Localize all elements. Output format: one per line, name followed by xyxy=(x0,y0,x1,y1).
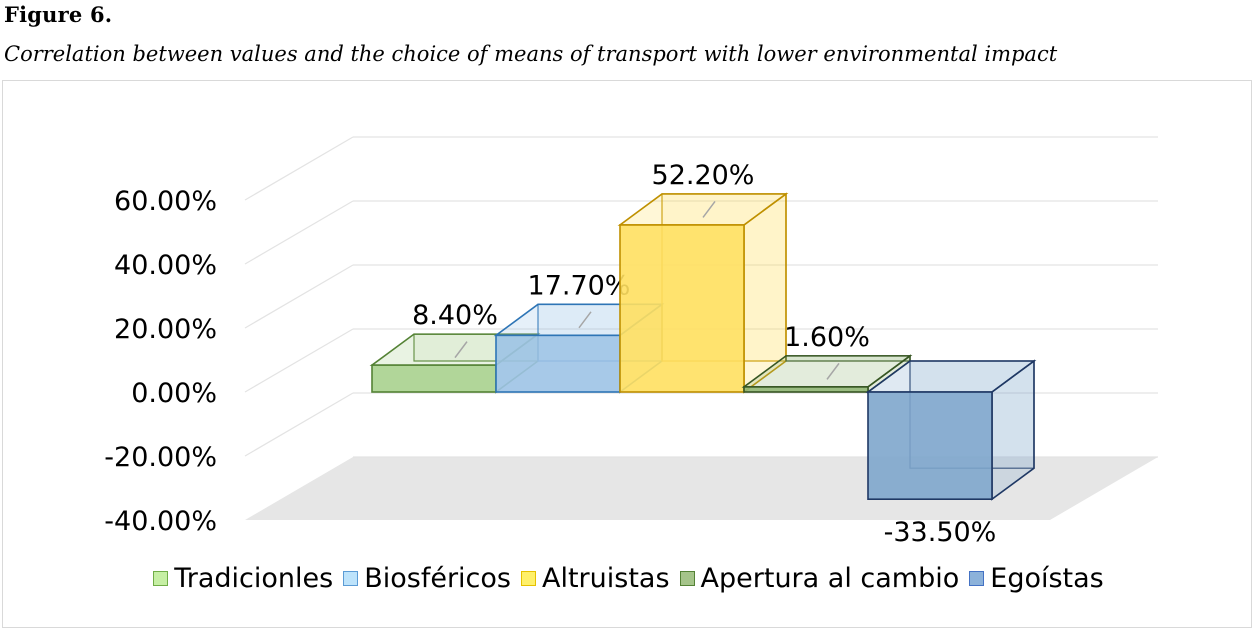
bar xyxy=(865,359,1037,501)
legend-swatch xyxy=(520,571,536,586)
data-label-leader xyxy=(702,201,716,218)
figure-subtitle: Correlation between values and the choic… xyxy=(4,42,1058,66)
legend-swatch xyxy=(153,571,169,586)
gridline-side xyxy=(244,200,354,265)
legend-item: Apertura al cambio xyxy=(679,563,960,594)
bar-front-face xyxy=(495,334,621,393)
bar-front-face xyxy=(619,224,745,393)
y-tick-label: 60.00% xyxy=(114,186,217,217)
data-label-leader xyxy=(454,341,468,359)
legend-swatch xyxy=(343,571,359,586)
y-tick-label: 20.00% xyxy=(114,314,217,345)
legend-item: Tradicionles xyxy=(153,563,333,594)
y-tick-label: 0.00% xyxy=(131,378,217,409)
gridline-side xyxy=(244,264,354,329)
y-tick-label: -40.00% xyxy=(104,506,217,537)
bar xyxy=(617,192,789,394)
chart-legend: Tradicionles Biosféricos Altruistas Aper… xyxy=(0,563,1257,594)
gridline-side xyxy=(244,136,354,201)
y-tick-label: 40.00% xyxy=(114,250,217,281)
legend-label: Egoístas xyxy=(990,563,1104,594)
legend-label: Tradicionles xyxy=(174,563,334,594)
bar xyxy=(741,354,913,394)
legend-item: Altruistas xyxy=(520,563,670,594)
data-label-leader xyxy=(578,311,592,329)
data-label-leader xyxy=(826,362,840,380)
data-label: 17.70% xyxy=(528,270,631,301)
legend-item: Egoístas xyxy=(969,563,1104,594)
gridline-side xyxy=(244,328,354,393)
figure-title: Figure 6. xyxy=(4,2,113,27)
legend-item: Biosféricos xyxy=(343,563,511,594)
data-label: -33.50% xyxy=(884,517,997,548)
bar-front-face xyxy=(867,391,993,500)
chart-area xyxy=(2,80,1252,628)
data-label: 1.60% xyxy=(784,322,870,353)
legend-label: Apertura al cambio xyxy=(700,563,960,594)
legend-swatch xyxy=(969,571,985,586)
legend-swatch xyxy=(679,571,695,586)
bar-front-face xyxy=(371,364,497,393)
data-label: 8.40% xyxy=(412,300,498,331)
gridline-side xyxy=(244,392,354,457)
y-tick-label: -20.00% xyxy=(104,442,217,473)
data-label: 52.20% xyxy=(652,160,755,191)
legend-label: Altruistas xyxy=(541,563,670,594)
bar-front-face xyxy=(743,386,869,393)
legend-label: Biosféricos xyxy=(364,563,511,594)
